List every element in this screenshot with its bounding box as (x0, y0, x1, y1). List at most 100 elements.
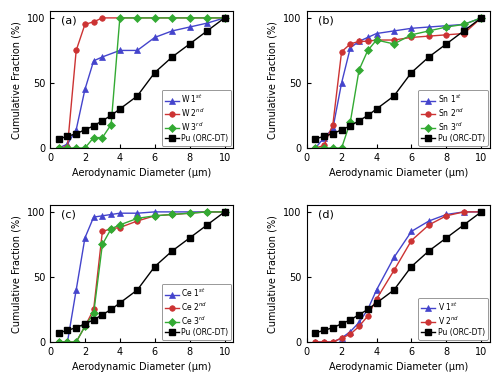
W 1$^{st}$ (169, 28, 175, 33)
Ce 2$^{nd}$ (169, 212, 175, 217)
Sn 1$^{st}$ (391, 28, 397, 33)
Line: W 3$^{rd}$: W 3$^{rd}$ (56, 15, 228, 151)
Pu (ORC-DT) (408, 70, 414, 75)
Pu (ORC-DT) (82, 321, 88, 326)
Pu (ORC-DT) (374, 301, 380, 305)
W 2$^{nd}$ (73, 48, 79, 53)
Ce 1$^{st}$ (108, 212, 114, 217)
W 3$^{rd}$ (134, 16, 140, 20)
Ce 3$^{rd}$ (152, 214, 158, 218)
X-axis label: Aerodynamic Diameter (μm): Aerodynamic Diameter (μm) (328, 363, 468, 372)
Line: V 2$^{nd}$: V 2$^{nd}$ (312, 209, 484, 345)
Sn 1$^{st}$ (348, 46, 354, 50)
Ce 3$^{rd}$ (73, 340, 79, 344)
X-axis label: Aerodynamic Diameter (μm): Aerodynamic Diameter (μm) (328, 168, 468, 179)
Pu (ORC-DT) (222, 16, 228, 20)
Ce 2$^{nd}$ (56, 340, 62, 344)
Ce 1$^{st}$ (90, 215, 96, 219)
V 2$^{nd}$ (444, 214, 450, 218)
Pu (ORC-DT) (169, 55, 175, 59)
Ce 3$^{rd}$ (56, 340, 62, 344)
Text: (c): (c) (61, 209, 76, 220)
W 3$^{rd}$ (222, 16, 228, 20)
Sn 2$^{nd}$ (444, 33, 450, 37)
Ce 2$^{nd}$ (134, 219, 140, 223)
Line: Sn 1$^{st}$: Sn 1$^{st}$ (312, 15, 484, 151)
W 3$^{rd}$ (152, 16, 158, 20)
Pu (ORC-DT) (152, 264, 158, 269)
Pu (ORC-DT) (108, 307, 114, 312)
W 3$^{rd}$ (204, 16, 210, 20)
V 2$^{nd}$ (348, 332, 354, 336)
V 1$^{st}$ (312, 340, 318, 344)
Pu (ORC-DT) (117, 107, 123, 111)
Line: Pu (ORC-DT): Pu (ORC-DT) (56, 15, 228, 142)
Sn 1$^{st}$ (312, 146, 318, 150)
Line: Ce 1$^{st}$: Ce 1$^{st}$ (56, 209, 228, 345)
W 3$^{rd}$ (169, 16, 175, 20)
Pu (ORC-DT) (330, 131, 336, 136)
Text: (b): (b) (318, 16, 334, 25)
Sn 2$^{nd}$ (321, 143, 327, 148)
W 1$^{st}$ (73, 128, 79, 132)
W 2$^{nd}$ (56, 146, 62, 150)
Sn 3$^{rd}$ (321, 146, 327, 150)
W 1$^{st}$ (134, 48, 140, 53)
W 1$^{st}$ (56, 146, 62, 150)
Pu (ORC-DT) (100, 312, 105, 317)
Ce 2$^{nd}$ (222, 210, 228, 214)
Line: Sn 3$^{rd}$: Sn 3$^{rd}$ (312, 15, 484, 151)
Ce 2$^{nd}$ (204, 210, 210, 214)
Pu (ORC-DT) (478, 210, 484, 214)
Pu (ORC-DT) (338, 321, 344, 326)
W 1$^{st}$ (222, 16, 228, 20)
Pu (ORC-DT) (356, 119, 362, 123)
Sn 1$^{st}$ (461, 22, 467, 27)
Ce 1$^{st}$ (82, 236, 88, 240)
Pu (ORC-DT) (204, 28, 210, 33)
Sn 3$^{rd}$ (330, 146, 336, 150)
Pu (ORC-DT) (444, 42, 450, 46)
Ce 3$^{rd}$ (117, 223, 123, 227)
Sn 2$^{nd}$ (312, 146, 318, 150)
Pu (ORC-DT) (56, 331, 62, 335)
V 1$^{st}$ (408, 229, 414, 234)
Sn 1$^{st}$ (374, 31, 380, 36)
Ce 2$^{nd}$ (82, 324, 88, 329)
Ce 3$^{rd}$ (222, 210, 228, 214)
Sn 1$^{st}$ (321, 135, 327, 140)
Sn 3$^{rd}$ (348, 120, 354, 124)
Pu (ORC-DT) (312, 137, 318, 141)
Ce 1$^{st}$ (222, 210, 228, 214)
Pu (ORC-DT) (330, 325, 336, 330)
V 1$^{st}$ (426, 219, 432, 223)
V 2$^{nd}$ (391, 268, 397, 273)
Ce 1$^{st}$ (73, 288, 79, 292)
Ce 1$^{st}$ (117, 211, 123, 215)
Pu (ORC-DT) (117, 301, 123, 305)
V 2$^{nd}$ (312, 340, 318, 344)
W 1$^{st}$ (152, 35, 158, 40)
V 2$^{nd}$ (478, 210, 484, 214)
V 2$^{nd}$ (330, 340, 336, 344)
Ce 3$^{rd}$ (204, 210, 210, 214)
Sn 2$^{nd}$ (365, 39, 371, 44)
V 1$^{st}$ (330, 340, 336, 344)
Sn 2$^{nd}$ (461, 31, 467, 36)
Ce 2$^{nd}$ (100, 229, 105, 234)
W 2$^{nd}$ (100, 16, 105, 20)
Sn 1$^{st}$ (408, 26, 414, 31)
Y-axis label: Cumulative Fraction (%): Cumulative Fraction (%) (268, 21, 278, 139)
Sn 2$^{nd}$ (408, 35, 414, 40)
Pu (ORC-DT) (426, 249, 432, 253)
Pu (ORC-DT) (186, 42, 192, 46)
Pu (ORC-DT) (204, 223, 210, 227)
Pu (ORC-DT) (56, 137, 62, 141)
Ce 2$^{nd}$ (73, 340, 79, 344)
Sn 3$^{rd}$ (365, 48, 371, 53)
V 1$^{st}$ (391, 255, 397, 260)
Pu (ORC-DT) (134, 288, 140, 292)
Pu (ORC-DT) (321, 328, 327, 332)
V 2$^{nd}$ (426, 223, 432, 227)
Line: Sn 2$^{nd}$: Sn 2$^{nd}$ (312, 15, 484, 151)
